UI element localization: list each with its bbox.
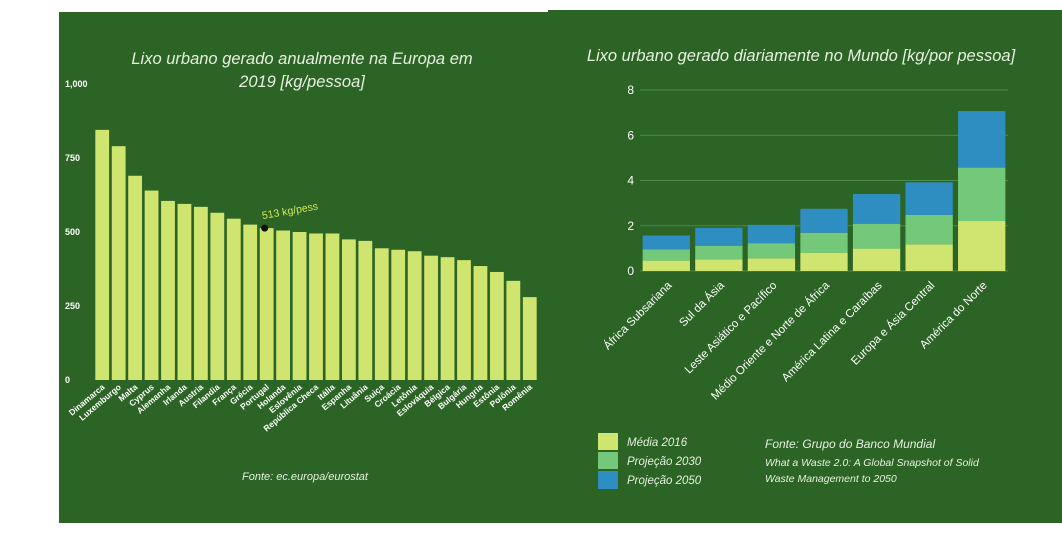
world-bar-africa-subsariana-media-2016 [642, 260, 690, 271]
world-bar-sul-da-asia-projecao-2050 [695, 227, 743, 246]
world-chart-panel: Lixo urbano gerado diariamente no Mundo … [548, 10, 1062, 523]
europe-bar-austria [193, 206, 208, 380]
europe-y-tick-label: 0 [65, 375, 70, 385]
world-bar-sul-da-asia-media-2016 [695, 259, 743, 271]
world-bar-leste-asiatico-e-pacifico-projecao-2050 [747, 224, 796, 244]
world-bar-america-latina-e-caraibas-media-2016 [852, 248, 901, 271]
world-category-label: América Latina e Caraíbas [780, 279, 885, 384]
legend-swatch-media-2016 [598, 433, 618, 450]
world-bar-leste-asiatico-e-pacifico-media-2016 [747, 258, 796, 271]
world-bar-sul-da-asia-projecao-2030 [695, 245, 743, 260]
world-bar-medio-oriente-e-norte-de-africa-media-2016 [800, 252, 848, 271]
europe-chart-panel: Lixo urbano gerado anualmente na Europa … [59, 12, 548, 523]
europe-bar-franca [226, 218, 241, 380]
legend-swatch-projecao-2030 [598, 452, 618, 469]
europe-bar-estonia [489, 271, 504, 380]
world-category-label: Sul da Ásia [677, 279, 728, 330]
europe-bar-croacia [391, 249, 406, 380]
europe-bar-italia [325, 233, 340, 380]
europe-bar-polonia [506, 280, 521, 380]
europe-y-tick-label: 750 [65, 153, 80, 163]
world-bar-america-do-norte-media-2016 [958, 220, 1006, 271]
world-category-label: Leste Asiático e Pacífico [683, 280, 780, 377]
europe-bar-suica [374, 248, 389, 380]
europe-bar-letonia [407, 251, 422, 380]
europe-bar-espanha [341, 239, 356, 380]
europe-bar-malta [128, 175, 143, 380]
world-y-tick-label: 8 [627, 83, 634, 97]
world-bar-medio-oriente-e-norte-de-africa-projecao-2030 [800, 232, 848, 253]
world-bar-america-latina-e-caraibas-projecao-2050 [852, 194, 901, 224]
europe-y-tick-label: 500 [65, 227, 80, 237]
portugal-annotation: 513 kg/pess [261, 200, 319, 222]
europe-bar-cyprus [144, 190, 159, 380]
world-y-tick-label: 6 [627, 128, 634, 142]
world-bar-america-latina-e-caraibas-projecao-2030 [852, 223, 901, 249]
europe-chart-title-line2: 2019 [kg/pessoa] [238, 73, 365, 91]
portugal-marker [261, 224, 269, 232]
europe-bar-portugal [259, 228, 274, 380]
world-category-label: África Subsariana [601, 279, 675, 353]
world-stacked-bar-chart: Lixo urbano gerado diariamente no Mundo … [587, 47, 1016, 489]
world-bar-europa-e-asia-central-media-2016 [905, 244, 953, 271]
world-chart-source-line2: What a Waste 2.0: A Global Snapshot of S… [765, 457, 980, 469]
world-category-label: Europa e Ásia Central [849, 279, 938, 368]
europe-bar-lituania [358, 240, 373, 380]
world-bar-medio-oriente-e-norte-de-africa-projecao-2050 [800, 208, 848, 233]
europe-bar-holanda [276, 230, 291, 380]
world-bar-leste-asiatico-e-pacifico-projecao-2030 [747, 243, 796, 259]
world-y-tick-label: 4 [627, 174, 634, 188]
europe-bar-alemanha [161, 200, 175, 380]
europe-bar-belgica [440, 257, 455, 380]
europe-chart-title-line1: Lixo urbano gerado anualmente na Europa … [131, 50, 472, 68]
europe-bar-eslovaquia [424, 255, 439, 380]
world-y-tick-label: 2 [627, 219, 634, 233]
europe-bar-luxemburgo [111, 146, 126, 380]
europe-bar-grecia [243, 224, 258, 380]
europe-bar-chart: Lixo urbano gerado anualmente na Europa … [65, 50, 537, 483]
europe-y-tick-label: 1,000 [65, 79, 88, 89]
world-chart-title: Lixo urbano gerado diariamente no Mundo … [587, 47, 1016, 65]
europe-bar-romenia [522, 297, 537, 380]
world-chart-source-line3: Waste Management to 2050 [765, 473, 897, 485]
world-bar-africa-subsariana-projecao-2030 [642, 249, 690, 261]
legend-label-media-2016: Média 2016 [627, 437, 688, 449]
world-bar-europa-e-asia-central-projecao-2050 [905, 182, 953, 215]
europe-bar-filandia [210, 212, 225, 380]
world-bar-europa-e-asia-central-projecao-2030 [905, 214, 953, 245]
world-bar-america-do-norte-projecao-2030 [958, 167, 1006, 221]
world-bar-africa-subsariana-projecao-2050 [642, 235, 690, 250]
europe-bar-republica-checa [309, 233, 323, 380]
europe-bar-dinamarca [95, 129, 110, 380]
europe-chart-source: Fonte: ec.europa/eurostat [242, 471, 369, 483]
world-bar-america-do-norte-projecao-2050 [958, 111, 1006, 168]
europe-bar-bulgaria [457, 260, 471, 380]
legend-label-projecao-2030: Projeção 2030 [627, 456, 702, 468]
world-chart-source-line1: Fonte: Grupo do Banco Mundial [765, 437, 935, 451]
europe-bar-hungria [473, 266, 488, 380]
europe-y-tick-label: 250 [65, 301, 80, 311]
europe-bar-irlanda [177, 203, 192, 380]
legend-swatch-projecao-2050 [598, 471, 618, 489]
europe-bar-eslovenia [292, 232, 307, 380]
legend-label-projecao-2050: Projeção 2050 [627, 475, 702, 487]
world-y-tick-label: 0 [627, 264, 634, 278]
